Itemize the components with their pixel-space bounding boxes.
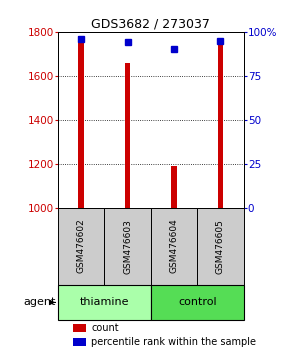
- Text: count: count: [91, 323, 119, 333]
- Bar: [73, 324, 86, 332]
- Bar: [78, 36, 84, 208]
- Bar: [104, 208, 151, 285]
- Bar: [125, 63, 130, 208]
- Text: GSM476604: GSM476604: [169, 219, 179, 274]
- Bar: [58, 285, 151, 320]
- Title: GDS3682 / 273037: GDS3682 / 273037: [91, 18, 210, 31]
- Bar: [58, 208, 104, 285]
- Bar: [218, 39, 223, 208]
- Text: agent: agent: [23, 297, 56, 307]
- Bar: [73, 338, 86, 346]
- Text: GSM476603: GSM476603: [123, 219, 132, 274]
- Text: control: control: [178, 297, 217, 307]
- Bar: [151, 285, 244, 320]
- Bar: [171, 166, 177, 208]
- Text: thiamine: thiamine: [80, 297, 129, 307]
- Text: percentile rank within the sample: percentile rank within the sample: [91, 337, 256, 347]
- Text: GSM476605: GSM476605: [216, 219, 225, 274]
- Bar: [151, 208, 197, 285]
- Text: GSM476602: GSM476602: [77, 219, 86, 274]
- Bar: [197, 208, 244, 285]
